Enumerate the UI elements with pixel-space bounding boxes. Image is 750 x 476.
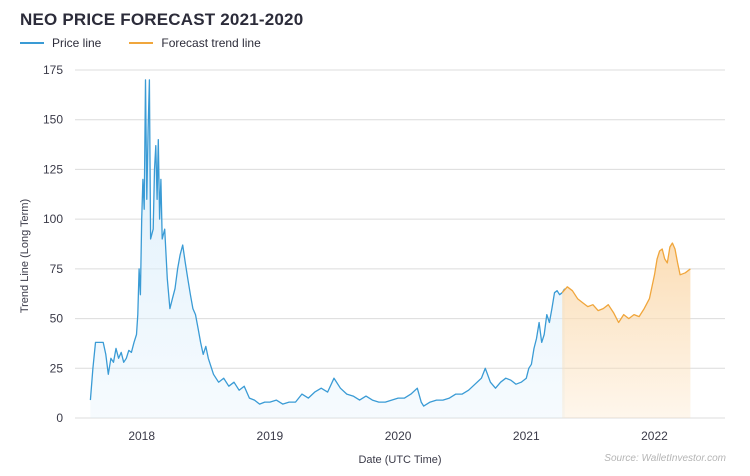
legend-label-price-line: Price line	[52, 36, 102, 50]
source-credit: Source: WalletInvestor.com	[604, 453, 726, 464]
x-tick-label: 2018	[128, 429, 155, 443]
y-tick-label: 50	[50, 312, 64, 326]
y-tick-label: 75	[50, 262, 64, 276]
y-tick-label: 25	[50, 361, 64, 375]
chart-title: NEO PRICE FORECAST 2021-2020	[20, 10, 304, 29]
series-line-forecast-trend-line	[561, 242, 691, 324]
x-tick-label: 2019	[257, 429, 284, 443]
y-tick-label: 0	[56, 411, 63, 425]
legend-item-forecast-trend-line[interactable]: Forecast trend line	[129, 36, 261, 50]
y-tick-label: 175	[43, 63, 63, 77]
legend-label-forecast-trend-line: Forecast trend line	[161, 36, 261, 50]
x-tick-label: 2022	[641, 429, 668, 443]
y-axis-title: Trend Line (Long Term)	[19, 199, 31, 313]
series-area-price-line	[90, 79, 565, 419]
x-tick-label: 2020	[385, 429, 412, 443]
legend-swatch-price-line	[20, 42, 44, 44]
series-line-price-line	[89, 79, 566, 407]
y-tick-label: 150	[43, 113, 63, 127]
chart-legend: Price line Forecast trend line	[20, 36, 261, 50]
series-area-forecast-trend-line	[562, 243, 691, 418]
x-axis-title: Date (UTC Time)	[358, 454, 441, 466]
x-tick-label: 2021	[513, 429, 540, 443]
y-tick-label: 100	[43, 212, 63, 226]
legend-swatch-forecast-trend-line	[129, 42, 154, 44]
legend-item-price-line[interactable]: Price line	[20, 36, 101, 50]
y-tick-label: 125	[43, 162, 63, 176]
